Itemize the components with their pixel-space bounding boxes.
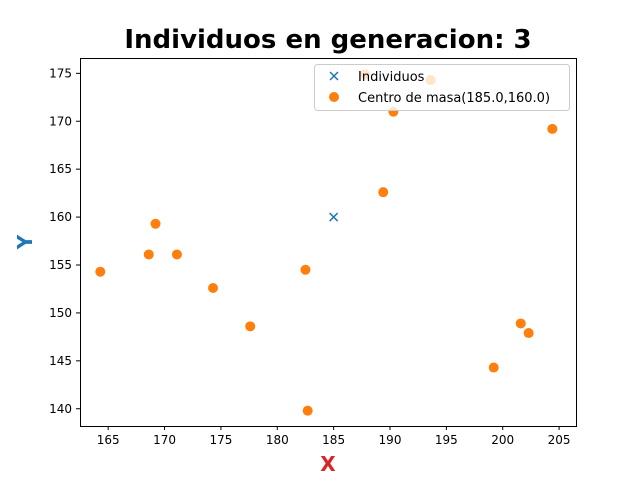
x-tick-label: 195 xyxy=(435,433,458,447)
centro-de-masa-point xyxy=(515,318,526,329)
centro-de-masa-point xyxy=(95,266,106,277)
y-tick-label: 140 xyxy=(49,402,72,416)
x-tick-label: 205 xyxy=(548,433,571,447)
x-axis-label: X xyxy=(320,452,336,476)
x-tick-label: 180 xyxy=(266,433,289,447)
x-tick-label: 175 xyxy=(209,433,232,447)
x-tick-label: 185 xyxy=(322,433,345,447)
centro-de-masa-point xyxy=(245,321,256,332)
x-axis-ticks: 165 170 175 180 185 190 195 200 205 xyxy=(97,426,571,447)
y-axis-ticks: 140 145 150 155 160 165 170 175 xyxy=(49,66,80,416)
centro-de-masa-point xyxy=(302,405,313,416)
legend-marker-individuos xyxy=(329,71,339,81)
y-tick-label: 155 xyxy=(49,258,72,272)
x-tick-label: 190 xyxy=(379,433,402,447)
legend-frame xyxy=(314,64,570,111)
y-tick-label: 150 xyxy=(49,306,72,320)
y-tick-label: 165 xyxy=(49,162,72,176)
centro-de-masa-point xyxy=(378,187,389,198)
x-tick-label: 170 xyxy=(153,433,176,447)
legend-label-individuos: Individuos xyxy=(358,70,425,85)
centro-de-masa-point xyxy=(523,328,534,339)
chart-title: Individuos en generacion: 3 xyxy=(124,25,531,55)
y-axis-label: Y xyxy=(13,234,37,250)
centro-de-masa-point xyxy=(488,362,499,373)
legend-x-marker-icon xyxy=(329,71,339,81)
legend-dot-marker-icon xyxy=(329,92,339,102)
centro-de-masa-point xyxy=(547,123,558,134)
centro-de-masa-point xyxy=(208,283,219,293)
centro-de-masa-point xyxy=(171,249,182,260)
legend: Individuos Centro de masa(185.0,160.0) xyxy=(314,64,570,111)
y-tick-label: 175 xyxy=(49,66,72,80)
centro-de-masa-point xyxy=(143,249,154,260)
individuo-point xyxy=(329,212,339,222)
legend-label-centro-de-masa: Centro de masa(185.0,160.0) xyxy=(358,91,550,106)
x-tick-label: 200 xyxy=(491,433,514,447)
y-tick-label: 145 xyxy=(49,354,72,368)
y-tick-label: 170 xyxy=(49,114,72,128)
legend-x-marker-icon-stroke xyxy=(329,71,339,81)
centro-de-masa-point xyxy=(300,264,311,275)
plot-frame xyxy=(80,58,577,427)
legend-marker-centro-de-masa xyxy=(329,92,339,102)
individuo-point-stroke xyxy=(329,212,339,222)
y-tick-label: 160 xyxy=(49,210,72,224)
x-tick-label: 165 xyxy=(97,433,120,447)
centro-de-masa-point xyxy=(150,218,161,229)
